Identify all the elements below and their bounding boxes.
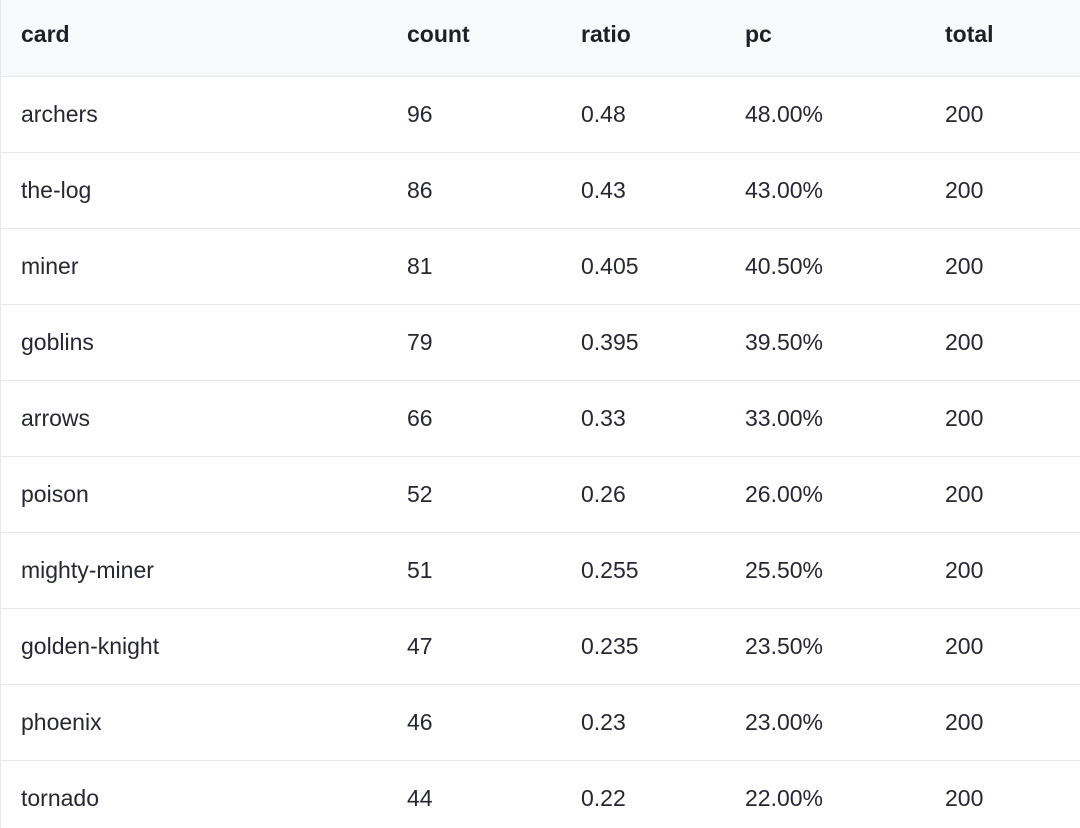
cell-card[interactable]: golden-knight [1,608,387,685]
table-row: archers 96 0.48 48.00% 200 [1,76,1080,153]
cell-count[interactable]: 51 [387,532,561,609]
cell-total[interactable]: 200 [925,380,1080,457]
cell-card[interactable]: poison [1,456,387,533]
cell-total[interactable]: 200 [925,228,1080,305]
cell-pc[interactable]: 43.00% [725,152,925,229]
table-row: miner 81 0.405 40.50% 200 [1,228,1080,305]
cell-count[interactable]: 66 [387,380,561,457]
cell-card[interactable]: miner [1,228,387,305]
cell-count[interactable]: 79 [387,304,561,381]
cell-count[interactable]: 52 [387,456,561,533]
cell-pc[interactable]: 22.00% [745,784,824,811]
cell-ratio[interactable]: 0.235 [561,608,725,685]
column-header-count[interactable]: count [387,0,561,77]
cell-pc[interactable]: 48.00% [725,76,925,153]
column-header-card[interactable]: card [1,0,387,77]
cell-pc[interactable]: 33.00% [725,380,925,457]
cell-count[interactable]: 81 [387,228,561,305]
cell-ratio[interactable]: 0.395 [561,304,725,381]
table-row: arrows 66 0.33 33.00% 200 [1,380,1080,457]
table-row: tornado 44 0.22 22.00% 200 [1,760,1080,828]
cell-total[interactable]: 200 [945,784,984,811]
cell-count[interactable]: 47 [387,608,561,685]
cell-count[interactable]: 96 [387,76,561,153]
column-header-ratio[interactable]: ratio [561,0,725,77]
cell-ratio[interactable]: 0.255 [561,532,725,609]
cell-card[interactable]: archers [1,76,387,153]
cell-pc[interactable]: 40.50% [725,228,925,305]
cell-total[interactable]: 200 [925,608,1080,685]
cell-card[interactable]: the-log [1,152,387,229]
table-row: phoenix 46 0.23 23.00% 200 [1,684,1080,761]
table-row: the-log 86 0.43 43.00% 200 [1,152,1080,229]
cell-ratio[interactable]: 0.23 [561,684,725,761]
cell-count[interactable]: 46 [387,684,561,761]
table-row: mighty-miner 51 0.255 25.50% 200 [1,532,1080,609]
cell-card[interactable]: arrows [1,380,387,457]
cell-pc[interactable]: 26.00% [725,456,925,533]
cell-total[interactable]: 200 [925,456,1080,533]
cell-ratio[interactable]: 0.43 [561,152,725,229]
cell-pc[interactable]: 39.50% [725,304,925,381]
cell-card[interactable]: phoenix [1,684,387,761]
cell-total[interactable]: 200 [925,152,1080,229]
cell-ratio[interactable]: 0.26 [561,456,725,533]
cell-count[interactable]: 86 [387,152,561,229]
table-row: golden-knight 47 0.235 23.50% 200 [1,608,1080,685]
table-row: goblins 79 0.395 39.50% 200 [1,304,1080,381]
cell-total[interactable]: 200 [925,532,1080,609]
header-row: card count ratio pc total [1,0,1080,77]
cell-total[interactable]: 200 [925,684,1080,761]
cell-ratio[interactable]: 0.405 [561,228,725,305]
cell-pc[interactable]: 23.50% [725,608,925,685]
cell-ratio[interactable]: 0.48 [561,76,725,153]
cell-pc[interactable]: 23.00% [725,684,925,761]
column-header-total[interactable]: total [925,0,1080,77]
cell-card[interactable]: mighty-miner [1,532,387,609]
cell-card[interactable]: tornado [21,784,100,811]
table-row: poison 52 0.26 26.00% 200 [1,456,1080,533]
table-header: card count ratio pc total [1,0,1080,77]
cell-total[interactable]: 200 [925,76,1080,153]
cell-total[interactable]: 200 [925,304,1080,381]
table-body: archers 96 0.48 48.00% 200 the-log 86 0.… [1,76,1080,828]
cell-ratio[interactable]: 0.22 [581,784,626,811]
cell-card[interactable]: goblins [1,304,387,381]
cell-count[interactable]: 44 [407,784,433,811]
cell-ratio[interactable]: 0.33 [561,380,725,457]
column-header-pc[interactable]: pc [725,0,925,77]
cell-pc[interactable]: 25.50% [725,532,925,609]
